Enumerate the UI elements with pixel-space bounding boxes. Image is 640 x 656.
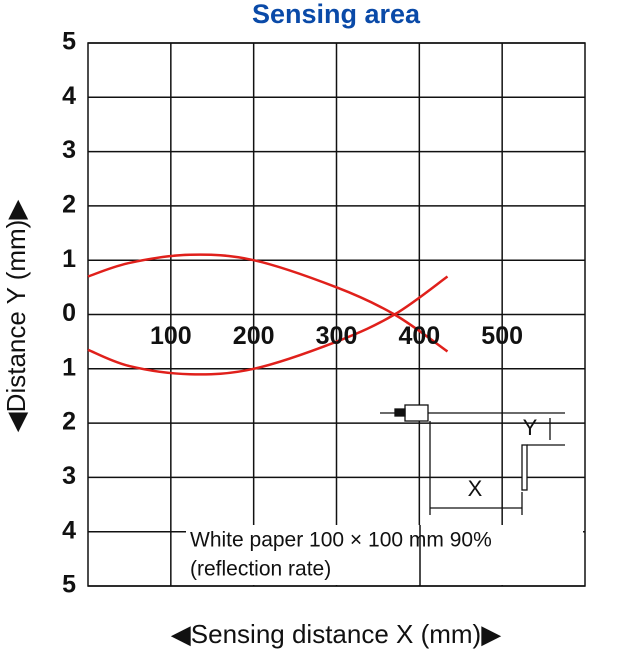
y-tick-label: 2 [62, 408, 76, 436]
labels: 5 4 3 2 1 0 1 2 3 4 5 100 200 300 400 500 [62, 28, 523, 599]
curve [87, 275, 449, 376]
inset-label: X [468, 476, 483, 501]
inset-diagram [380, 404, 565, 515]
note: White paper 100 × 100 mm 90% [190, 529, 492, 552]
y-tick-label: 1 [62, 353, 76, 381]
grid [87, 42, 586, 587]
x-tick-label: 100 [150, 322, 192, 350]
y-tick-label: 2 [62, 191, 76, 219]
note-background [186, 525, 583, 585]
x-tick-label: 500 [481, 322, 523, 350]
curves [87, 253, 449, 376]
x-tick-label: 400 [398, 322, 440, 350]
y-tick-label: 5 [62, 571, 76, 599]
y-axis-label: ◀Distance Y (mm)▶ [1, 200, 31, 433]
y-tick-label: 3 [62, 462, 76, 490]
y-tick-label: 3 [62, 136, 76, 164]
chart-title: Sensing area [252, 0, 421, 29]
x-tick-label: 200 [233, 322, 275, 350]
y-tick-label: 1 [62, 245, 76, 273]
note: (reflection rate) [190, 558, 331, 581]
y-tick-label: 5 [62, 28, 76, 56]
inset-label: Y [523, 415, 538, 440]
x-tick-label: 300 [316, 322, 358, 350]
x-axis-label: ◀Sensing distance X (mm)▶ [171, 619, 501, 649]
y-tick-label: 4 [62, 82, 76, 110]
y-tick-label: 0 [62, 299, 76, 327]
y-tick-label: 4 [62, 516, 76, 544]
